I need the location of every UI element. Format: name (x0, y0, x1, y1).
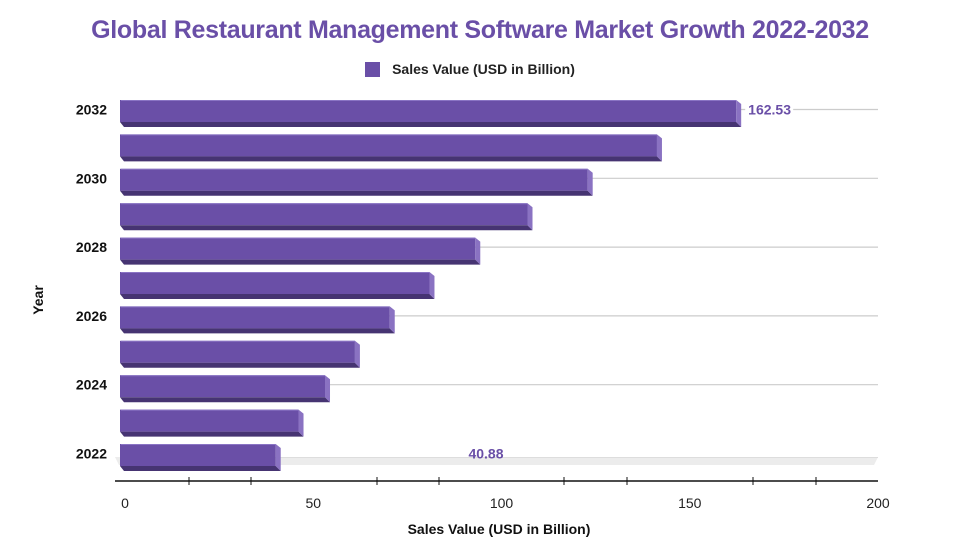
legend-label: Sales Value (USD in Billion) (392, 61, 575, 77)
x-tick-label: 50 (305, 495, 321, 511)
bar (120, 168, 593, 196)
x-tick-label: 200 (866, 495, 890, 511)
bar-shadow (120, 397, 331, 403)
bar-bevel (656, 134, 662, 162)
bar-face (120, 203, 528, 226)
bar (120, 306, 395, 334)
bar (120, 203, 533, 231)
bar-shadow (120, 225, 533, 231)
y-tick-label: 2028 (76, 239, 107, 255)
y-tick-label: 2032 (76, 102, 107, 118)
bar-bevel (298, 409, 304, 437)
bar-shadow (120, 156, 662, 162)
bar-face (120, 168, 588, 191)
bar (120, 444, 281, 471)
data-labels: 162.53 40.88 (468, 102, 794, 462)
bar-bevel (736, 100, 742, 127)
bar-bevel (429, 272, 435, 299)
bar-shadow (120, 294, 435, 299)
bar-bevel (527, 203, 533, 231)
bar-face (120, 375, 326, 398)
x-tick-label: 150 (678, 495, 702, 511)
x-tick-label: 0 (121, 495, 129, 511)
bar-face (120, 272, 430, 294)
bar-face (120, 409, 299, 432)
bar (120, 100, 742, 127)
bar (120, 409, 304, 437)
bar-face (120, 340, 355, 363)
bar-bevel (275, 444, 281, 471)
bar-bevel (354, 340, 360, 368)
data-label: 40.88 (468, 446, 503, 462)
bar-shadow (120, 466, 281, 471)
bar-bevel (389, 306, 395, 334)
bar-face (120, 306, 390, 329)
bar-shadow (120, 431, 304, 437)
bars (120, 100, 742, 471)
bar-shadow (120, 122, 742, 127)
data-label: 162.53 (748, 102, 791, 118)
x-axis-title: Sales Value (USD in Billion) (408, 521, 591, 537)
y-tick-label: 2030 (76, 170, 107, 186)
bar-bevel (325, 375, 331, 403)
bar-shadow (120, 259, 481, 265)
floor-band (115, 457, 878, 465)
bar-bevel (475, 237, 481, 265)
x-tick-label: 100 (490, 495, 514, 511)
bar (120, 375, 331, 403)
bar (120, 134, 662, 162)
bar-bevel (587, 168, 593, 196)
bar-shadow (120, 328, 395, 334)
y-tick-label: 2024 (76, 377, 107, 393)
y-tick-label: 2022 (76, 446, 107, 462)
x-axis: 0 50 100 150 200 (115, 477, 890, 511)
chart-title: Global Restaurant Management Software Ma… (91, 16, 869, 44)
data-label-bg (745, 102, 794, 119)
bar-shadow (120, 190, 593, 196)
bar (120, 340, 360, 368)
bar (120, 272, 435, 299)
bar (120, 237, 481, 265)
bar-shadow (120, 362, 360, 368)
bar-face (120, 100, 737, 122)
y-tick-label: 2026 (76, 308, 107, 324)
legend-swatch (365, 61, 381, 77)
bar-face (120, 134, 657, 157)
bar-face (120, 444, 276, 466)
legend: Sales Value (USD in Billion) (0, 61, 960, 77)
bar-face (120, 237, 476, 260)
y-axis-title: Year (30, 285, 46, 315)
y-axis-labels: 2032 2030 2028 2026 2024 2022 (76, 102, 107, 462)
